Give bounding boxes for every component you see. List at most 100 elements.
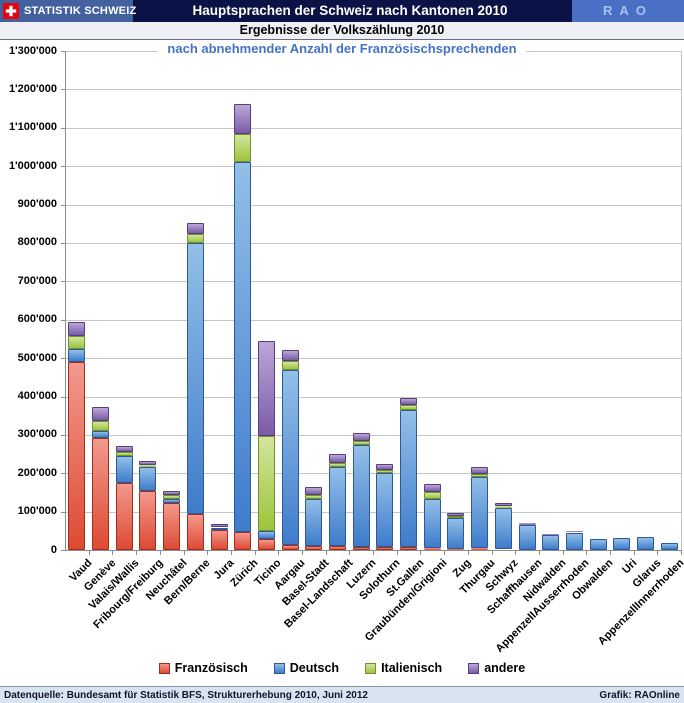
gridline-900-000	[65, 204, 681, 206]
y-tick-300-000	[61, 434, 65, 436]
y-tick-1-200-000	[61, 89, 65, 91]
chart-subtitle: nach abnehmender Anzahl der Französischs…	[157, 41, 527, 56]
y-tick-100-000	[61, 511, 65, 513]
title-bar: STATISTIK SCHWEIZ Hauptsprachen der Schw…	[0, 0, 684, 22]
y-axis-label-700-000: 700'000	[17, 274, 57, 287]
chart-legend: Französisch Deutsch Italienisch andere	[0, 661, 684, 675]
y-axis-label-200-000: 200'000	[17, 466, 57, 479]
x-tick-aargau	[301, 551, 303, 555]
gridline-300-000	[65, 434, 681, 436]
bar-fribourg-freiburg-franz-sisch	[139, 490, 157, 550]
x-tick-basel-stadt	[325, 551, 327, 555]
x-tick-luzern	[373, 551, 374, 555]
gridline-200-000	[65, 473, 681, 475]
bar-glarus-deutsch	[637, 536, 654, 550]
bar-aargau-franz-sisch	[281, 545, 299, 550]
x-tick-thurgau	[491, 551, 493, 555]
x-tick-zug	[467, 551, 469, 555]
bar-nidwalden-andere	[542, 533, 560, 535]
bar-solothurn-deutsch	[376, 473, 394, 547]
bar-basel-stadt-italienisch	[305, 495, 323, 499]
bar-solothurn-italienisch	[376, 470, 394, 474]
x-tick-z-rich	[254, 551, 256, 555]
x-tick-vaud	[88, 551, 90, 555]
bar-basel-landschaft-italienisch	[329, 463, 346, 468]
footer-credit: Grafik: RAOnline	[599, 689, 680, 701]
bar-neuch-tel-deutsch	[163, 499, 181, 504]
bar-appenzellinnerrhoden-deutsch	[660, 543, 678, 550]
x-tick-gen-ve	[112, 551, 114, 555]
y-axis-label-0: 0	[50, 543, 57, 556]
subtitle-bar: Ergebnisse der Volkszählung 2010	[0, 22, 684, 40]
bar-valais-wallis-deutsch	[115, 456, 133, 484]
y-axis-label-1-000-000: 1'000'000	[8, 159, 57, 172]
bar-luzern-franz-sisch	[352, 546, 370, 550]
x-tick-obwalden	[609, 551, 611, 555]
bar-basel-landschaft-andere	[329, 453, 346, 464]
bar-basel-landschaft-franz-sisch	[329, 546, 346, 550]
legend-label-italienisch: Italienisch	[381, 661, 443, 675]
legend-swatch-italienisch	[365, 662, 377, 674]
bar-neuch-tel-franz-sisch	[163, 503, 181, 550]
bar-schwyz-andere	[494, 502, 512, 506]
legend-swatch-deutsch	[273, 662, 285, 674]
bar-uri-deutsch	[613, 537, 631, 550]
bar-st-gallen-andere	[400, 398, 417, 405]
bar-graub-nden-grigioni-franz-sisch	[423, 548, 441, 550]
bar-basel-stadt-franz-sisch	[305, 546, 323, 550]
y-axis-label-1-300-000: 1'300'000	[8, 44, 57, 57]
bar-ticino-andere	[257, 341, 275, 436]
bar-thurgau-franz-sisch	[471, 548, 489, 550]
legend-label-andere: andere	[484, 661, 526, 675]
y-axis	[65, 51, 66, 550]
bar-aargau-italienisch	[281, 360, 299, 370]
bar-graub-nden-grigioni-italienisch	[423, 492, 441, 500]
bar-z-rich-italienisch	[234, 134, 252, 162]
gridline-700-000	[65, 281, 681, 283]
y-axis-label-800-000: 800'000	[17, 236, 57, 249]
bar-valais-wallis-andere	[115, 445, 133, 453]
x-tick-uri	[633, 551, 635, 555]
legend-label-franz-sisch: Französisch	[174, 661, 248, 675]
statistik-schweiz-logo: STATISTIK SCHWEIZ	[0, 0, 136, 22]
bar-bern-berne-andere	[186, 223, 204, 235]
y-tick-400-000	[61, 396, 65, 398]
bar-obwalden-deutsch	[589, 538, 607, 550]
bar-solothurn-andere	[376, 464, 394, 471]
bar-vaud-franz-sisch	[68, 361, 86, 550]
y-tick-1-000-000	[61, 166, 65, 168]
y-axis-label-500-000: 500'000	[17, 351, 57, 364]
bar-luzern-italienisch	[352, 440, 370, 445]
legend-swatch-andere	[468, 662, 480, 674]
bar-vaud-deutsch	[68, 348, 86, 362]
x-tick-ticino	[278, 551, 280, 555]
x-tick-schwyz	[515, 551, 517, 555]
page-title: Hauptsprachen der Schweiz nach Kantonen …	[192, 3, 508, 18]
gridline-1-100-000	[65, 127, 681, 129]
y-tick-1-300-000	[61, 51, 65, 52]
bar-zug-franz-sisch	[447, 548, 465, 550]
bar-schwyz-italienisch	[494, 505, 512, 508]
bar-aargau-deutsch	[281, 369, 299, 545]
x-axis	[65, 550, 682, 551]
bar-st-gallen-franz-sisch	[400, 546, 417, 550]
bar-schwyz-deutsch	[494, 507, 512, 550]
bar-bern-berne-deutsch	[186, 243, 204, 514]
bar-z-rich-andere	[234, 103, 252, 135]
bar-basel-landschaft-deutsch	[329, 467, 346, 547]
bar-graub-nden-grigioni-andere	[423, 483, 441, 493]
y-tick-800-000	[61, 242, 65, 244]
x-tick-fribourg-freiburg	[159, 551, 161, 555]
y-axis-label-900-000: 900'000	[17, 198, 57, 210]
y-tick-500-000	[61, 358, 65, 360]
x-tick-appenzellausserrhoden	[586, 551, 588, 555]
bar-zug-deutsch	[447, 518, 465, 549]
bar-fribourg-freiburg-italienisch	[139, 464, 157, 467]
bar-nidwalden-deutsch	[542, 535, 560, 550]
bar-basel-stadt-andere	[305, 486, 323, 496]
gridline-1-200-000	[65, 89, 681, 91]
x-tick-graub-nden-grigioni	[444, 551, 446, 555]
bar-schaffhausen-andere	[518, 523, 536, 525]
